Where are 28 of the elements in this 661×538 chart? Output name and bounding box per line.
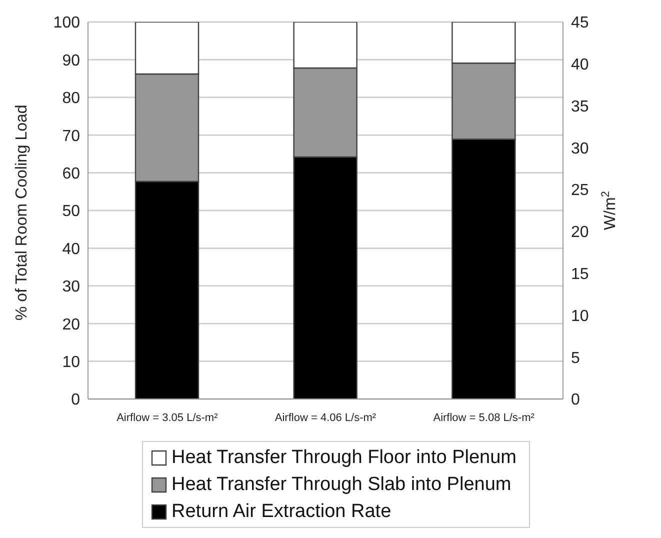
- x-tick-label: Airflow = 4.06 L/s-m²: [274, 412, 376, 424]
- y-tick-label: 0: [71, 392, 80, 409]
- y-tick-label: 100: [53, 14, 80, 32]
- legend-label: Heat Transfer Through Floor into Plenum: [172, 446, 516, 470]
- y2-tick-label: 40: [571, 56, 589, 74]
- legend-label: Heat Transfer Through Slab into Plenum: [172, 473, 512, 497]
- y-axis-title: % of Total Room Cooling Load: [14, 104, 31, 320]
- y-tick-label: 90: [62, 52, 80, 70]
- y2-tick-label: 25: [571, 182, 589, 200]
- y2-tick-label: 0: [571, 392, 580, 409]
- y2-tick-label: 15: [571, 266, 589, 284]
- y2-tick-label: 5: [571, 350, 580, 367]
- y-tick-label: 80: [62, 90, 80, 108]
- y2-tick-label: 35: [571, 98, 589, 116]
- y2-tick-label: 20: [571, 224, 589, 242]
- y-tick-label: 70: [62, 128, 80, 145]
- y-tick-label: 50: [62, 203, 80, 220]
- y-tick-label: 40: [62, 240, 80, 258]
- y2-tick-label: 30: [571, 140, 589, 158]
- y-tick-label: 20: [62, 316, 80, 334]
- y2-tick-label: 10: [571, 308, 589, 325]
- y-tick-label: 60: [62, 165, 80, 182]
- x-tick-label: Airflow = 5.08 L/s-m²: [433, 412, 535, 424]
- x-tick-label: Airflow = 3.05 L/s-m²: [116, 412, 218, 424]
- legend-label: Return Air Extraction Rate: [172, 500, 392, 524]
- y-tick-label: 10: [62, 354, 80, 371]
- y2-tick-label: 45: [571, 14, 589, 32]
- y-tick-label: 30: [62, 278, 80, 296]
